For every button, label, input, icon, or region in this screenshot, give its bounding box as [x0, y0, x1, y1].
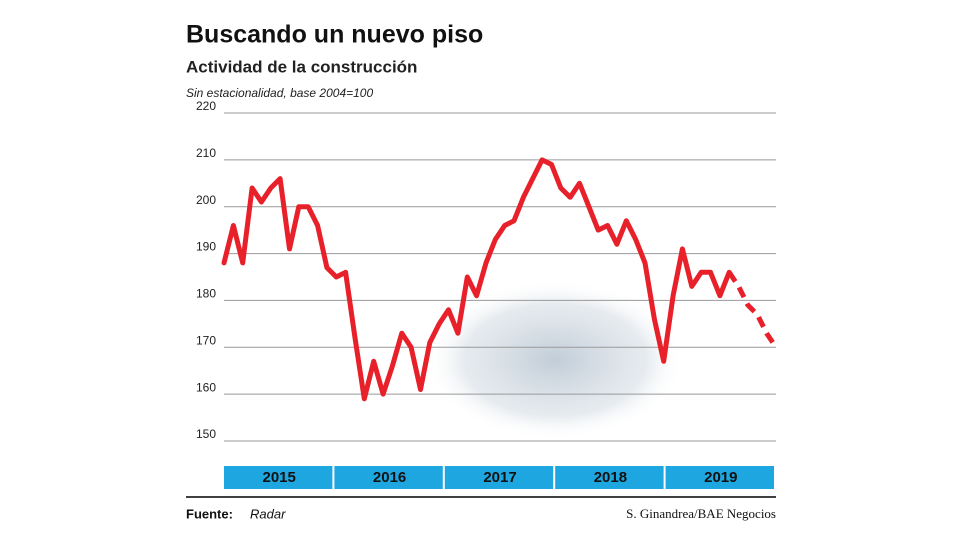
y-tick-label: 210: [196, 146, 216, 160]
year-band: [444, 466, 554, 489]
y-tick-label: 200: [196, 193, 216, 207]
credit: S. Ginandrea/BAE Negocios: [626, 506, 776, 521]
chart-note: Sin estacionalidad, base 2004=100: [186, 86, 373, 100]
year-label: 2018: [594, 469, 627, 486]
year-band: [665, 466, 774, 489]
data-line: [727, 270, 779, 349]
year-band: [555, 466, 664, 489]
chart-subtitle: Actividad de la construcción: [186, 57, 417, 76]
source: Radar: [250, 506, 286, 521]
year-band: [224, 466, 333, 489]
y-tick-label: 150: [196, 427, 216, 441]
year-label: 2017: [483, 469, 516, 486]
year-band: [334, 466, 443, 489]
chart-title: Buscando un nuevo piso: [186, 21, 483, 49]
year-label: 2016: [373, 469, 406, 486]
year-label: 2019: [704, 469, 737, 486]
y-tick-label: 190: [196, 240, 216, 254]
y-tick-label: 170: [196, 333, 216, 347]
source-label: Fuente:: [186, 506, 233, 521]
y-tick-label: 160: [196, 380, 216, 394]
year-label: 2015: [263, 469, 296, 486]
data-line: [221, 157, 732, 402]
y-tick-label: 220: [196, 99, 216, 113]
y-tick-label: 180: [196, 287, 216, 301]
photo-backdrop: [425, 280, 685, 440]
